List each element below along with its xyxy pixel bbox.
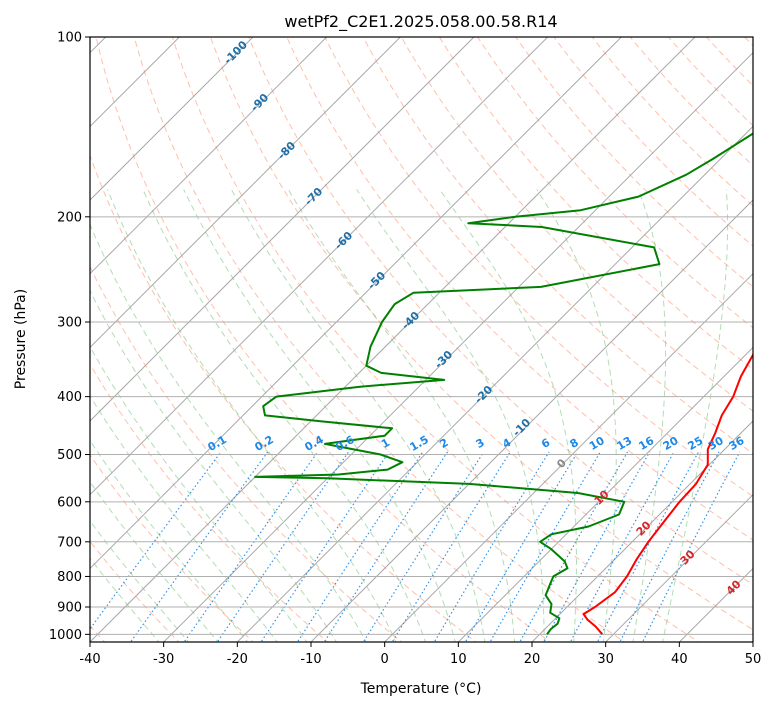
y-tick-label: 1000 bbox=[49, 628, 82, 643]
y-tick-label: 400 bbox=[57, 390, 82, 405]
isotherm-line bbox=[310, 199, 753, 642]
moist-adiabat bbox=[90, 557, 160, 642]
moist-adiabat bbox=[90, 223, 367, 642]
mixing-ratio-line bbox=[183, 451, 319, 642]
y-axis: 100 200 300 400 500 600 700 800 900 1000 bbox=[49, 31, 90, 643]
moist-adiabat bbox=[536, 189, 617, 642]
dry-adiabat bbox=[90, 154, 477, 642]
dry-adiabat bbox=[324, 37, 753, 498]
moist-adiabat bbox=[662, 189, 729, 642]
x-tick-label: 10 bbox=[450, 652, 467, 667]
y-tick-label: 500 bbox=[57, 448, 82, 463]
moist-adiabat bbox=[231, 189, 486, 642]
mixing-ratio-line bbox=[596, 451, 700, 642]
profile-series bbox=[254, 132, 753, 635]
isotherm-line bbox=[90, 37, 181, 128]
x-axis: -40 -30 -20 -10 0 10 20 30 40 50 bbox=[79, 642, 761, 667]
x-tick-label: 40 bbox=[671, 652, 688, 667]
plot-frame bbox=[89, 36, 754, 643]
y-axis-label: Pressure (hPa) bbox=[13, 289, 29, 389]
x-tick-label: 30 bbox=[597, 652, 614, 667]
isotherm-line bbox=[383, 272, 753, 642]
mixing-ratio-line bbox=[296, 451, 424, 642]
x-tick-label: 50 bbox=[745, 652, 762, 667]
dry-adiabat bbox=[248, 37, 753, 586]
chart-title: wetPf2_C2E1.2025.058.00.58.R14 bbox=[284, 12, 557, 32]
dry-adiabat bbox=[770, 24, 775, 645]
temperature-line bbox=[582, 352, 753, 635]
moist-adiabat bbox=[90, 481, 219, 642]
mixing-ratio-line bbox=[90, 451, 222, 630]
x-tick-label: -30 bbox=[153, 652, 174, 667]
plot-border bbox=[89, 36, 754, 643]
x-tick-label: 0 bbox=[381, 652, 389, 667]
dry-adiabat bbox=[95, 37, 552, 642]
isotherm-line bbox=[457, 346, 753, 642]
x-tick-label: -10 bbox=[300, 652, 321, 667]
dry-adiabat bbox=[133, 37, 626, 642]
isotherm-line bbox=[90, 37, 328, 275]
dry-adiabat bbox=[90, 453, 254, 642]
moist-adiabat bbox=[287, 189, 516, 642]
x-tick-label: 20 bbox=[524, 652, 541, 667]
mixing-ratio-line bbox=[260, 451, 390, 642]
isotherm-line bbox=[531, 420, 753, 642]
moist-adiabat bbox=[632, 189, 667, 642]
dewpoint-line bbox=[254, 132, 753, 635]
moist-adiabat bbox=[142, 189, 427, 642]
mixing-ratio-line bbox=[464, 451, 579, 642]
isotherm-line bbox=[604, 493, 753, 642]
x-axis-label: Temperature (°C) bbox=[360, 681, 482, 697]
moist-adiabat bbox=[90, 520, 190, 642]
isotherm-line bbox=[90, 37, 696, 642]
dry-adiabat bbox=[90, 265, 403, 642]
mixing-ratio-line bbox=[641, 451, 741, 642]
mixing-ratio-line bbox=[216, 451, 349, 642]
mixing-ratio-line bbox=[391, 451, 511, 642]
y-tick-label: 700 bbox=[57, 535, 82, 550]
dry-adiabat bbox=[438, 37, 753, 370]
x-tick-label: -40 bbox=[79, 652, 100, 667]
background-guides bbox=[0, 10, 775, 659]
mixing-ratio-line bbox=[569, 451, 675, 642]
moist-adiabat bbox=[107, 189, 397, 642]
y-tick-label: 900 bbox=[57, 600, 82, 615]
plot-background bbox=[90, 37, 753, 642]
dry-adiabat bbox=[209, 37, 753, 631]
y-tick-label: 600 bbox=[57, 495, 82, 510]
mixing-ratio-line bbox=[362, 451, 485, 642]
y-tick-label: 200 bbox=[57, 210, 82, 225]
isotherm-line bbox=[90, 37, 623, 570]
dry-adiabat bbox=[515, 37, 753, 288]
y-tick-label: 100 bbox=[57, 31, 82, 46]
mixing-ratio-line bbox=[323, 451, 449, 642]
mixing-ratio-line bbox=[619, 451, 720, 642]
x-tick-label: -20 bbox=[227, 652, 248, 667]
isotherm-line bbox=[162, 51, 753, 642]
dry-adiabat bbox=[477, 37, 753, 329]
y-tick-label: 300 bbox=[57, 315, 82, 330]
moist-adiabat bbox=[183, 189, 456, 642]
isotherm-line bbox=[90, 37, 402, 349]
isotherm-line bbox=[90, 37, 254, 201]
dry-adiabat bbox=[90, 363, 329, 642]
dry-adiabat bbox=[171, 37, 700, 642]
y-tick-label: 800 bbox=[57, 570, 82, 585]
isotherm-line bbox=[90, 37, 475, 422]
dry-adiabat bbox=[286, 37, 753, 541]
plot-area bbox=[90, 37, 753, 642]
mixing-ratio-line bbox=[129, 451, 269, 642]
isotherm-line bbox=[90, 37, 549, 496]
moist-adiabat bbox=[90, 289, 337, 642]
isotherm-line bbox=[0, 10, 59, 659]
isotherm-line bbox=[236, 125, 753, 642]
